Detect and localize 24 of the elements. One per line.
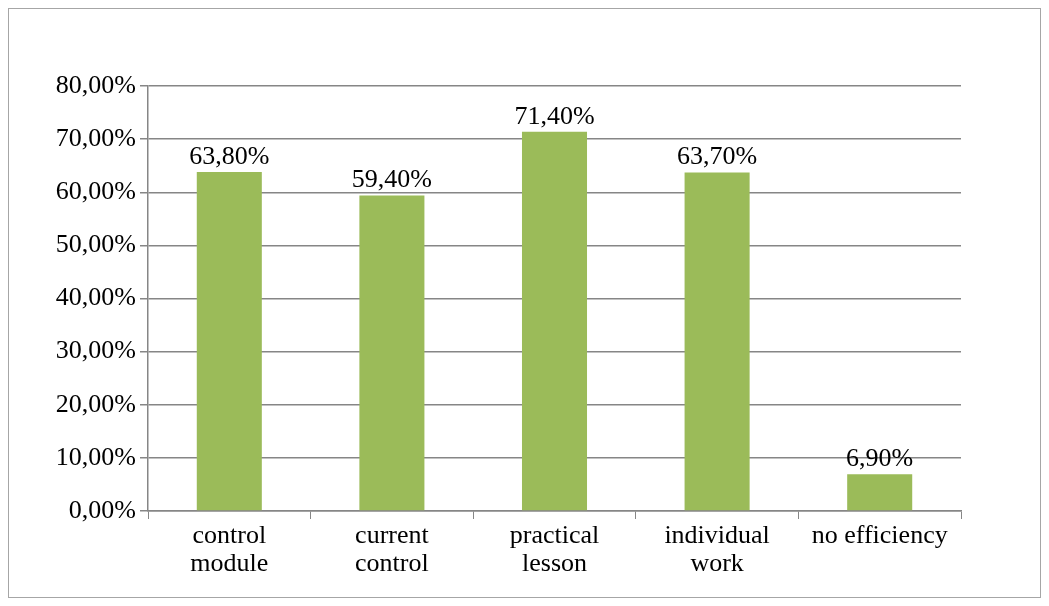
data-label: 63,80% [189, 140, 270, 170]
y-tick-label: 0,00% [68, 494, 136, 524]
y-tick-label: 60,00% [55, 176, 136, 206]
y-tick-label: 20,00% [55, 388, 136, 418]
data-label: 6,90% [846, 443, 914, 473]
x-tick-label: no efficiency [811, 520, 948, 550]
data-label: 71,40% [514, 100, 595, 130]
y-tick-label: 50,00% [55, 229, 136, 259]
y-tick-label: 10,00% [55, 441, 136, 471]
data-label: 63,70% [677, 141, 758, 171]
bar [684, 172, 750, 511]
bar [359, 195, 425, 511]
x-tick-label: practical lesson [509, 520, 600, 577]
bar [847, 474, 913, 511]
bar [196, 172, 262, 511]
x-tick-label: individual work [664, 520, 770, 577]
bar [521, 131, 588, 511]
x-tick-label: control module [190, 520, 269, 577]
x-tick-label: current control [355, 520, 430, 577]
y-tick-label: 30,00% [55, 335, 136, 365]
data-label: 59,40% [351, 164, 432, 194]
y-tick-label: 70,00% [55, 122, 136, 152]
y-tick-label: 40,00% [55, 282, 136, 312]
y-tick-label: 80,00% [55, 69, 136, 99]
